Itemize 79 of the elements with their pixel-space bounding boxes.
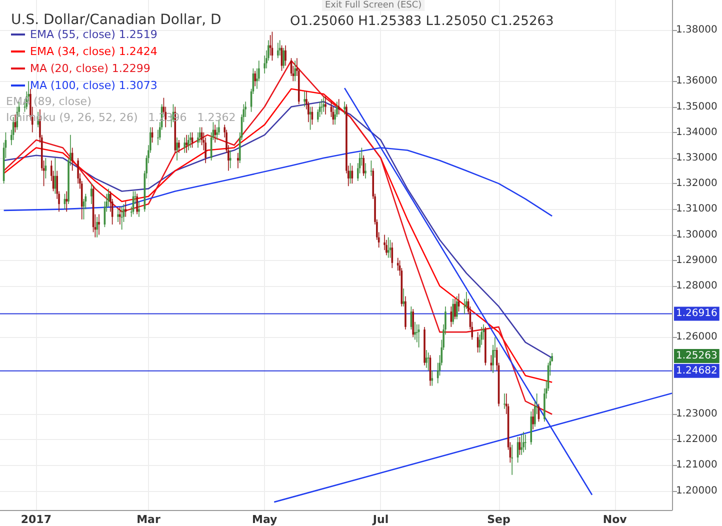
candlestick (90, 183, 92, 204)
y-tick-label: 1.20000 (676, 485, 718, 496)
text: 1.25263 (676, 350, 718, 362)
text: U.S. Dollar/Canadian Dollar, D (11, 12, 222, 28)
y-tick-label: 1.29000 (676, 254, 718, 266)
candlestick (96, 216, 98, 238)
candlestick (136, 193, 138, 215)
y-tick-label: 1.31000 (676, 204, 718, 215)
x-tick-label: Nov (602, 513, 628, 526)
legend-label: EMA (34, close) 1.2424 (30, 45, 158, 58)
candlestick (344, 101, 346, 115)
y-tick-label: 1.35000 (676, 101, 718, 112)
candlestick (108, 188, 110, 208)
candlestick (176, 137, 178, 161)
candlestick (520, 434, 523, 456)
candlestick (387, 236, 390, 258)
y-tick-label: 1.36000 (676, 76, 718, 87)
candlestick (414, 321, 416, 340)
candlestick (304, 91, 306, 108)
candlestick (237, 152, 239, 169)
annotation: O1.25060 H1.25383 L1.25050 C1.25263 (290, 14, 554, 29)
x-tick-label: Jul (372, 513, 389, 526)
candlestick (431, 370, 434, 386)
candlestick (282, 47, 285, 69)
candlestick (138, 201, 140, 218)
candlestick (511, 444, 513, 476)
candlestick (189, 132, 192, 148)
legend-label: MA (100, close) 1.3073 (30, 79, 158, 92)
y-tick-label: 1.26000 (676, 332, 718, 343)
legend-label: EMA (55, close) 1.2519 (30, 28, 158, 41)
candlestick (456, 296, 458, 320)
candlestick (532, 408, 534, 430)
candlestick (427, 352, 430, 371)
y-tick-label: 1.30000 (676, 229, 718, 240)
y-tick-label: 1.23000 (676, 408, 718, 420)
x-tick-label: Sep (487, 513, 511, 526)
candlestick (178, 140, 180, 154)
candlestick (452, 298, 454, 325)
ref-line-label: 1.26916 (676, 308, 718, 320)
candlestick (412, 308, 414, 338)
candlestick (402, 288, 404, 307)
y-tick-label: 1.32000 (676, 178, 718, 190)
candlestick (124, 201, 127, 218)
y-tick-label: 1.38000 (676, 24, 718, 36)
legend-label: MA (20, close) 1.2299 (30, 62, 150, 75)
candlestick (186, 134, 188, 154)
candlestick (254, 70, 256, 87)
x-tick-label: May (252, 513, 278, 526)
candlestick (396, 257, 399, 272)
candlestick (364, 162, 366, 179)
candlestick (324, 96, 326, 115)
ref-line-label: 1.24682 (676, 365, 718, 376)
annotation: Exit Full Screen (ESC) (325, 0, 422, 10)
y-tick-label: 1.22000 (676, 434, 718, 446)
candlestick (454, 298, 456, 320)
y-tick-label: 1.34000 (676, 126, 718, 138)
candlestick (214, 124, 216, 144)
y-tick-label: 1.28000 (676, 280, 718, 292)
candlestick (188, 134, 190, 151)
y-tick-label: 1.33000 (676, 152, 718, 164)
candlestick (322, 96, 325, 112)
candlestick (386, 239, 388, 256)
candlestick (198, 126, 201, 144)
candlestick (522, 432, 524, 453)
candlestick (98, 214, 100, 236)
candlestick (294, 60, 296, 82)
candlestick (426, 350, 428, 368)
candlestick (524, 434, 526, 450)
candlestick (119, 206, 121, 225)
candlestick (117, 208, 119, 222)
candlestick (362, 155, 365, 176)
y-tick-label: 1.21000 (676, 460, 718, 471)
candlestick (277, 42, 279, 59)
x-tick-label: 2017 (20, 513, 52, 526)
candlestick (338, 98, 340, 115)
x-tick-label: Mar (136, 513, 161, 526)
line-series (3, 60, 553, 415)
candlestick (284, 44, 286, 66)
candlestick (66, 190, 68, 212)
